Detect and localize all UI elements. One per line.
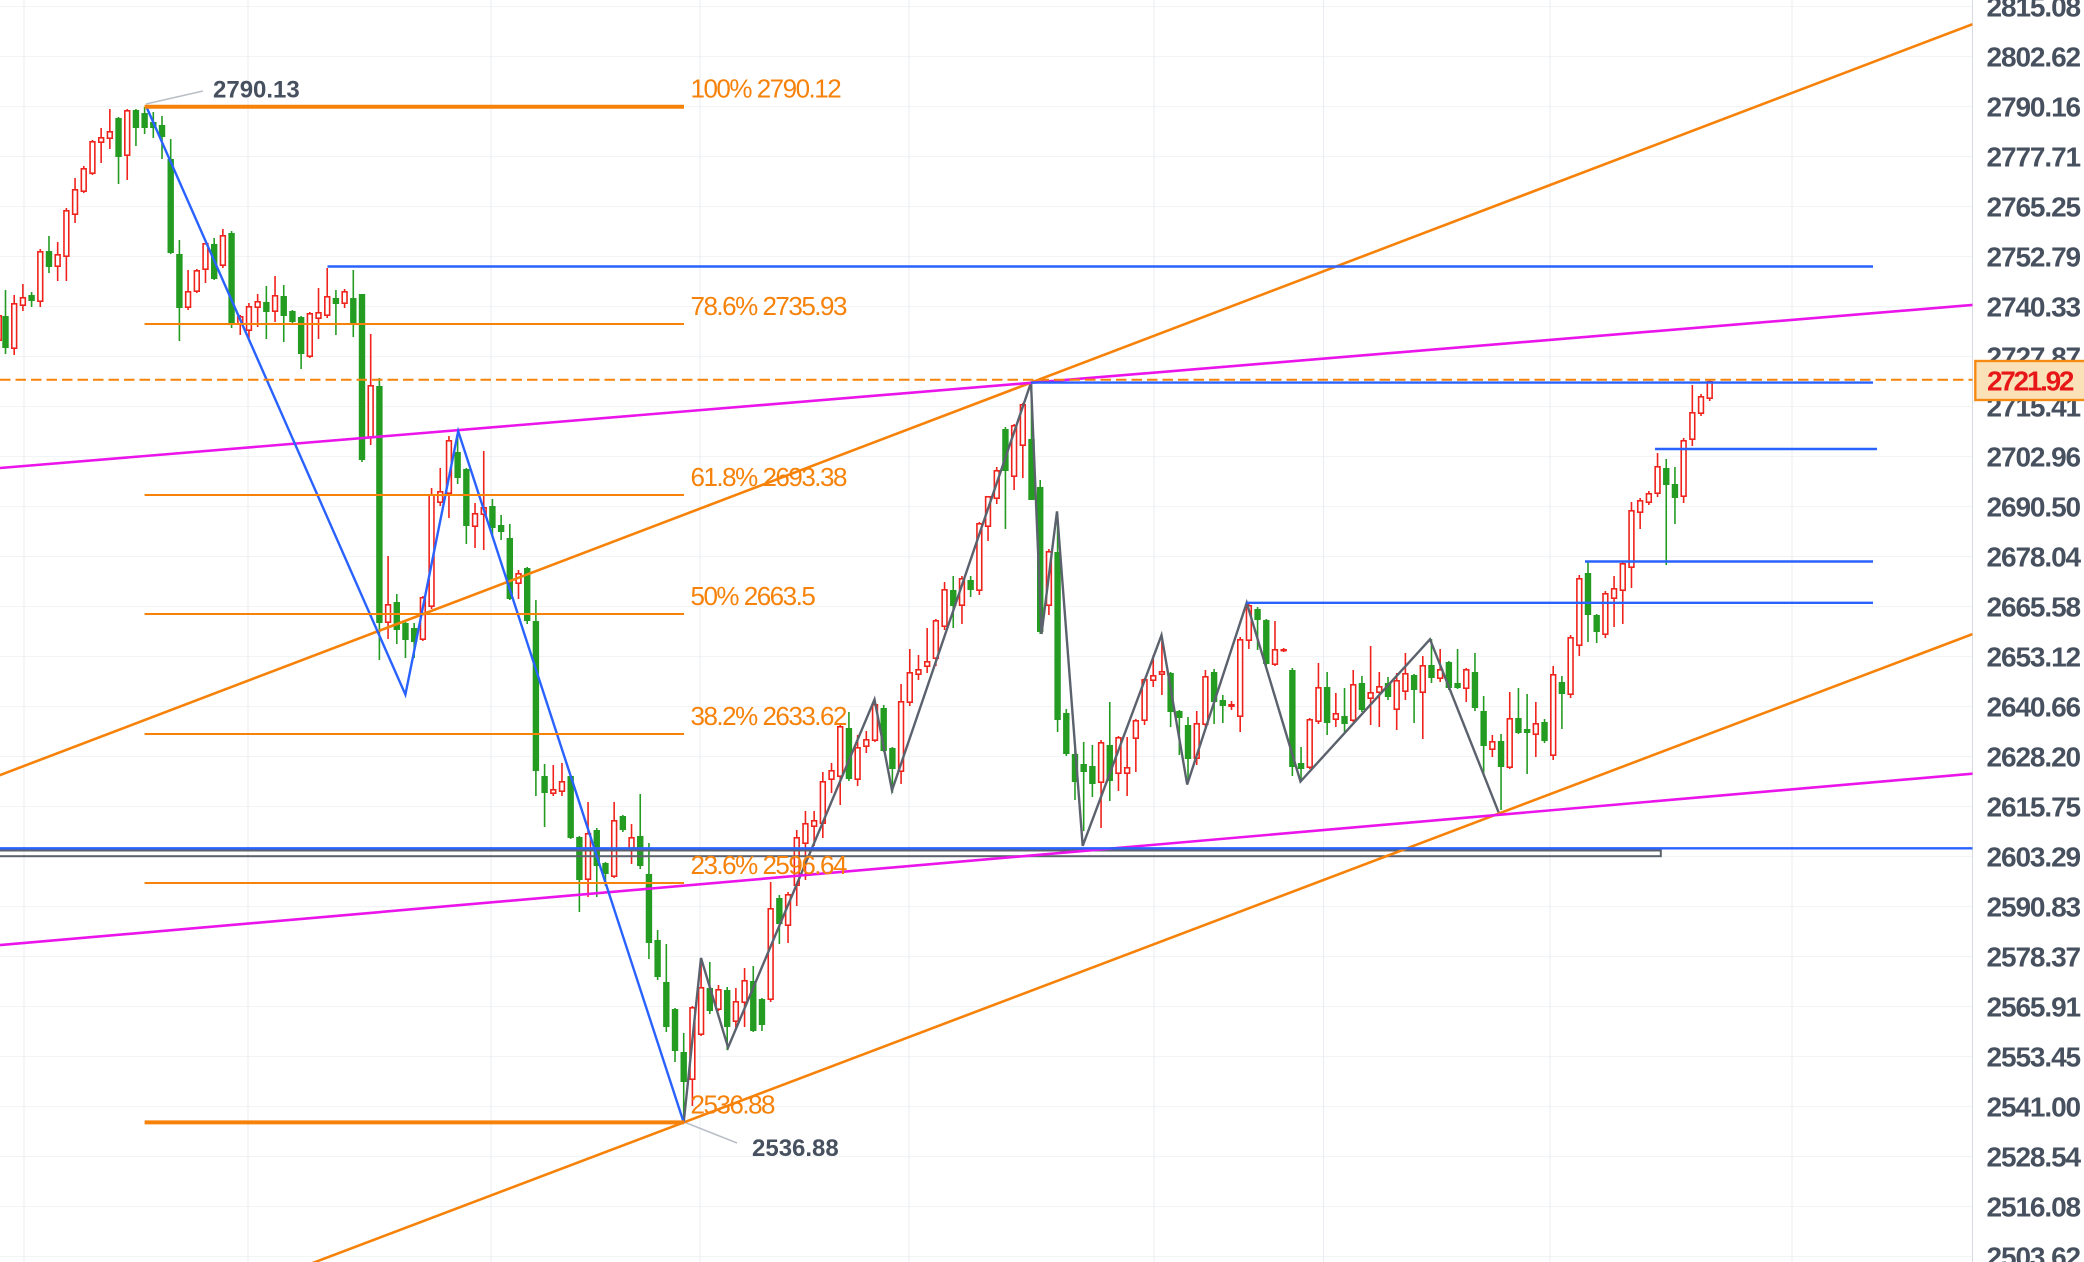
svg-text:2678.04: 2678.04	[1987, 542, 2082, 573]
svg-text:2690.50: 2690.50	[1987, 492, 2081, 523]
svg-text:2615.75: 2615.75	[1987, 792, 2081, 823]
svg-text:2536.88: 2536.88	[752, 1135, 839, 1162]
svg-text:50% 2663.5: 50% 2663.5	[691, 581, 816, 611]
svg-text:2553.45: 2553.45	[1987, 1042, 2081, 1073]
svg-text:2503.62: 2503.62	[1987, 1242, 2081, 1262]
svg-text:2721.92: 2721.92	[1987, 366, 2074, 397]
svg-text:2665.58: 2665.58	[1987, 592, 2081, 623]
svg-text:38.2% 2633.62: 38.2% 2633.62	[691, 701, 847, 731]
svg-text:2790.16: 2790.16	[1987, 92, 2081, 123]
svg-text:2765.25: 2765.25	[1987, 192, 2081, 223]
svg-text:2516.08: 2516.08	[1987, 1192, 2081, 1223]
svg-text:2752.79: 2752.79	[1987, 242, 2081, 273]
svg-text:2740.33: 2740.33	[1987, 292, 2081, 323]
svg-text:100% 2790.12: 100% 2790.12	[691, 74, 842, 104]
svg-text:2590.83: 2590.83	[1987, 892, 2081, 923]
svg-text:61.8% 2693.38: 61.8% 2693.38	[691, 462, 847, 492]
svg-text:2640.66: 2640.66	[1987, 692, 2081, 723]
svg-text:2578.37: 2578.37	[1987, 942, 2081, 973]
svg-text:2603.29: 2603.29	[1987, 842, 2081, 873]
svg-text:2628.20: 2628.20	[1987, 742, 2081, 773]
svg-text:2536.88: 2536.88	[691, 1089, 776, 1119]
svg-text:2653.12: 2653.12	[1987, 642, 2081, 673]
svg-text:2815.08: 2815.08	[1987, 0, 2081, 23]
svg-text:2790.13: 2790.13	[213, 77, 300, 104]
svg-text:2702.96: 2702.96	[1987, 442, 2081, 473]
svg-text:78.6% 2735.93: 78.6% 2735.93	[691, 291, 847, 321]
svg-text:2802.62: 2802.62	[1987, 42, 2081, 73]
svg-text:2528.54: 2528.54	[1987, 1142, 2082, 1173]
svg-text:23.6% 2596.64: 23.6% 2596.64	[691, 850, 847, 880]
svg-text:2777.71: 2777.71	[1987, 142, 2081, 173]
svg-text:2541.00: 2541.00	[1987, 1092, 2081, 1123]
svg-text:2565.91: 2565.91	[1987, 992, 2081, 1023]
